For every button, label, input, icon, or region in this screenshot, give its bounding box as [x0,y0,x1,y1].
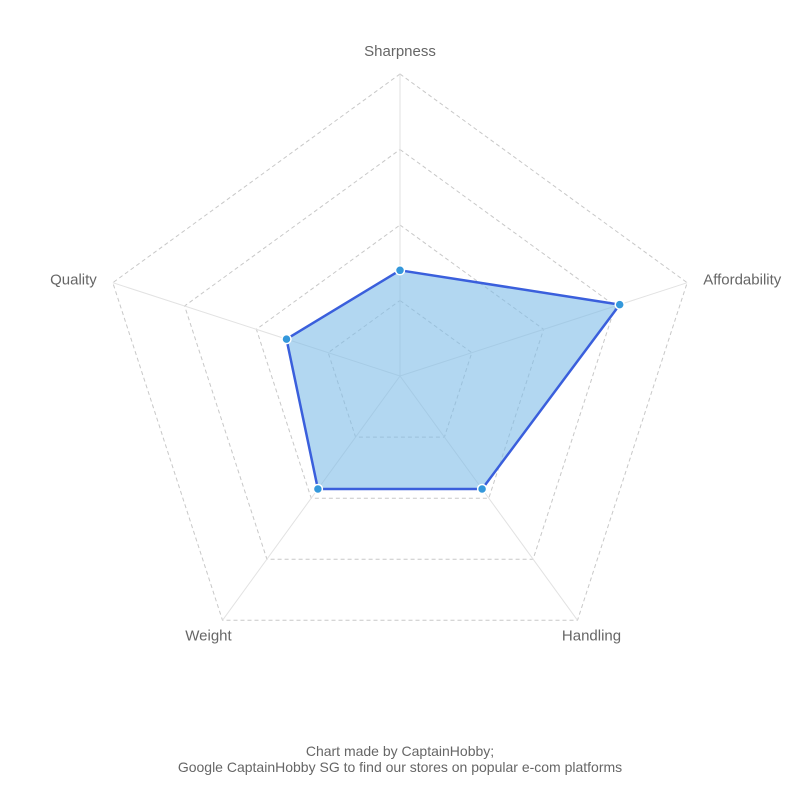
axis-label-sharpness: Sharpness [364,43,436,60]
data-point-handling[interactable] [476,483,488,495]
data-point-weight[interactable] [312,483,324,495]
axis-label-handling: Handling [562,627,621,644]
footer-store-line: Google CaptainHobby SG to find our store… [177,759,623,775]
radar-series [281,265,625,495]
grid-ring-3 [184,148,616,560]
data-point-quality[interactable] [281,333,292,345]
series-area [285,269,621,491]
axis-label-quality: Quality [50,272,97,289]
data-point-affordability[interactable] [614,299,625,310]
data-point-sharpness[interactable] [394,265,406,276]
axis-labels: Sharpness Affordability Handling Weight Qual… [50,43,782,644]
axis-label-weight: Weight [185,627,232,644]
axis-label-affordability: Affordability [703,272,782,289]
grid-ring-4 [112,73,688,621]
footer-credit-line: Chart made by CaptainHobby; [305,743,495,759]
